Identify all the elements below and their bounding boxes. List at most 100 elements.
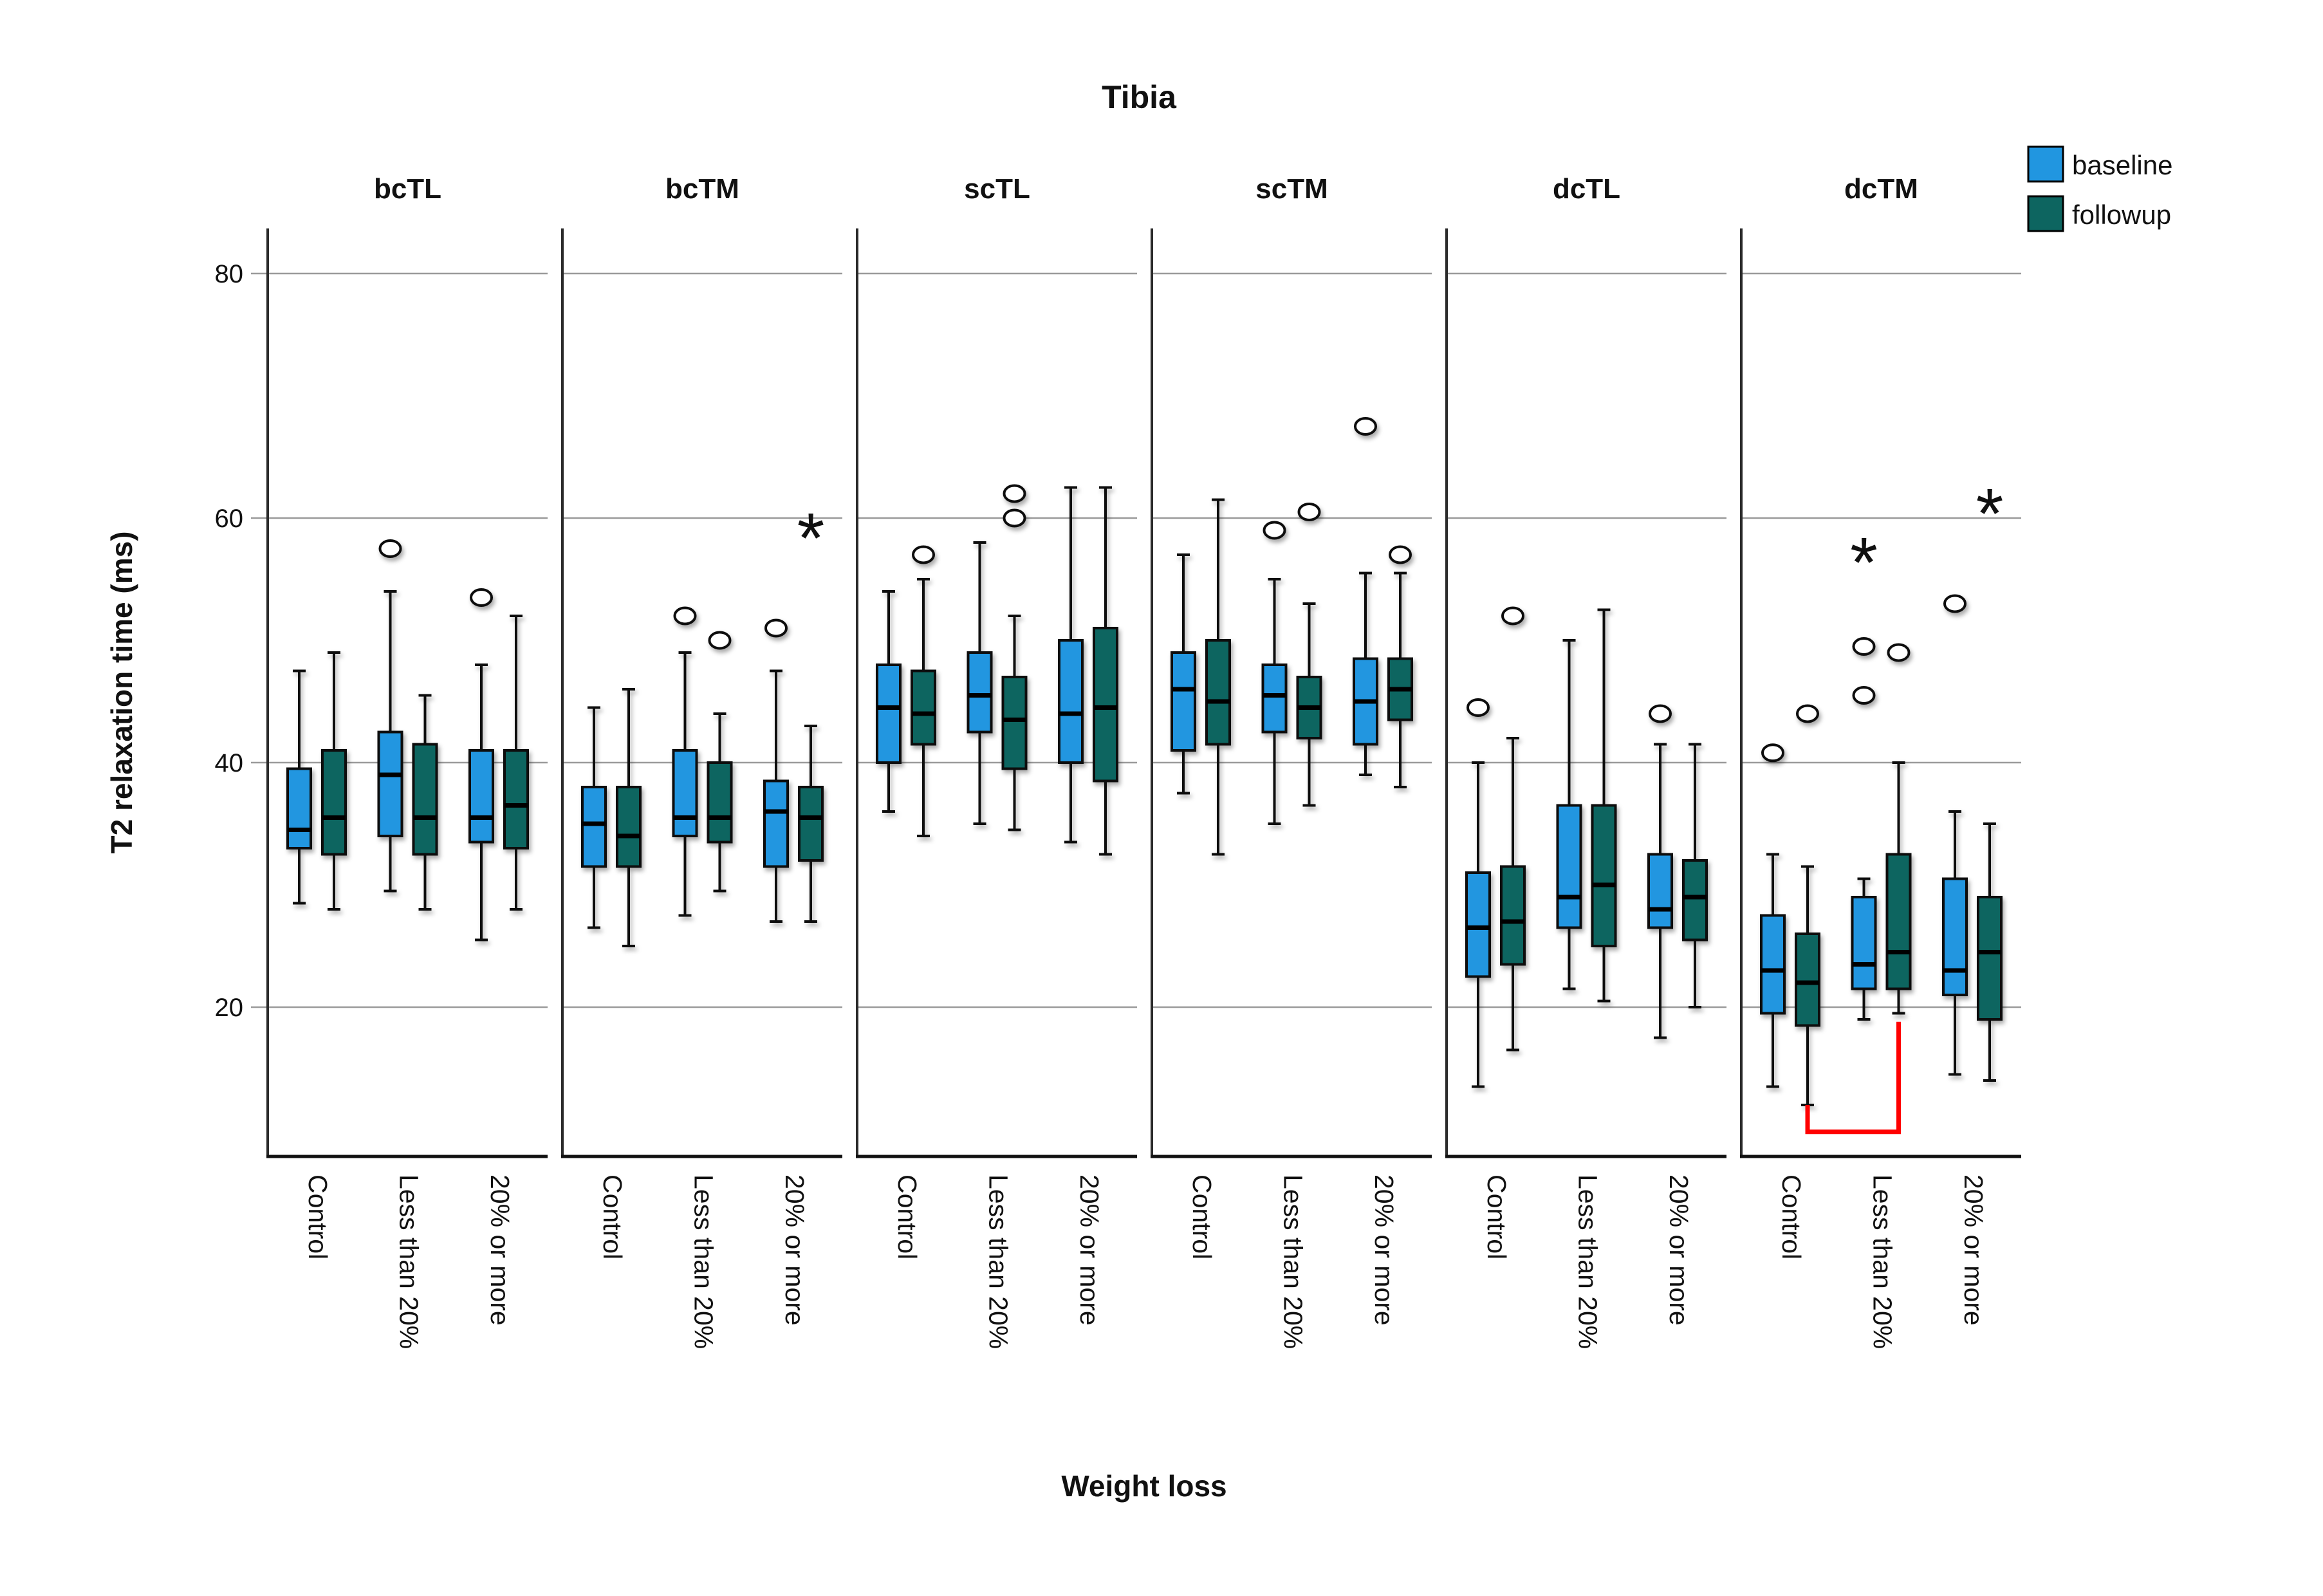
box-bctl-control-baseline [286,669,312,905]
box-dctl-less-than-20-baseline [1556,639,1582,990]
box-dctm-less-than-20-followup [1885,643,1912,1015]
box-dctm-20-or-more-baseline [1942,594,1968,1076]
panel-bctl: bcTL Control Less than 20% 20% or more [266,173,548,1349]
outlier-circle [1761,743,1784,763]
y-axis-label: T2 relaxation time (ms) [105,531,138,853]
box-dctl-less-than-20-followup [1591,608,1617,1003]
outlier-circle [378,539,402,558]
x-tick-label: 20% or more [780,1174,810,1326]
legend-label: followup [2072,200,2171,230]
iqr-box [1795,933,1820,1027]
x-tick-label: 20% or more [1369,1174,1399,1326]
box-bctm-control-followup [616,688,642,947]
legend: baseline followup [2027,145,2172,232]
box-dctl-20-or-more-followup [1682,743,1708,1008]
panel-bctm: bcTM Control Less than 20% 20% or more * [561,173,842,1349]
iqr-box [1977,896,2003,1021]
x-tick-label: Less than 20% [689,1174,719,1349]
x-tick-label: Less than 20% [1279,1174,1308,1349]
iqr-box [1851,896,1877,990]
x-tick-label: Less than 20% [1868,1174,1898,1349]
iqr-box [1500,865,1526,966]
panel-header: scTL [964,173,1030,205]
panel-header: dcTL [1553,173,1620,205]
iqr-box [1682,859,1708,942]
box-sctm-20-or-more-baseline [1353,417,1378,776]
outlier-circle [1389,545,1412,564]
iqr-box [581,786,607,868]
iqr-box [967,651,993,734]
box-bctl-less-than-20-baseline [377,539,403,893]
significance-bracket [1805,1021,1901,1135]
chart-title: Tibia [1102,79,1177,115]
iqr-box [798,786,824,862]
box-sctl-control-followup [911,545,936,837]
outlier-circle [1354,417,1377,436]
box-sctm-20-or-more-followup [1387,545,1413,788]
x-tick-label: 20% or more [1664,1174,1694,1326]
x-tick-label: Control [1187,1174,1217,1259]
panel-sctl: scTL Control Less than 20% 20% or more [856,173,1137,1349]
x-tick-label: Control [598,1174,627,1259]
iqr-box [911,669,936,746]
iqr-box [1093,627,1118,783]
box-bctm-less-than-20-baseline [672,606,698,917]
iqr-box [1465,871,1491,978]
x-tick-label: 20% or more [485,1174,515,1326]
iqr-box [763,779,789,868]
x-axis-label: Weight loss [1061,1469,1226,1503]
iqr-box [616,786,642,868]
x-tick-label: Control [893,1174,922,1259]
panel-sctm: scTM Control Less than 20% 20% or more [1151,173,1432,1349]
outlier-circle [1003,508,1026,528]
box-bctm-less-than-20-followup [707,631,733,893]
y-tick-label: 20 [215,994,244,1022]
x-tick-label: Less than 20% [394,1174,424,1349]
box-dctm-20-or-more-followup [1977,822,2003,1082]
legend-item-followup: followup [2027,195,2171,232]
x-tick-label: 20% or more [1959,1174,1988,1326]
iqr-box [1556,804,1582,929]
extreme-asterisk: * [1976,474,2004,553]
panel-header: bcTL [374,173,441,205]
iqr-box [1942,877,1968,996]
box-dctl-20-or-more-baseline [1647,704,1673,1039]
iqr-box [1171,651,1196,752]
box-bctm-20-or-more-baseline [763,618,789,923]
outlier-circle [470,588,493,607]
iqr-box [1591,804,1617,947]
iqr-box [1885,853,1912,990]
box-sctl-20-or-more-baseline [1058,486,1084,844]
outlier-circle [1649,704,1672,723]
y-tick-label: 60 [215,505,244,533]
box-sctm-control-followup [1205,498,1231,856]
box-sctl-20-or-more-followup [1093,486,1118,856]
x-tick-label: Less than 20% [1573,1174,1603,1349]
box-sctl-less-than-20-followup [1001,484,1028,831]
outlier-circle [1003,484,1026,503]
iqr-box [468,749,494,844]
iqr-box [1001,676,1028,770]
outlier-circle [1467,698,1490,717]
box-bctm-20-or-more-followup [798,725,824,923]
box-dctl-control-followup [1500,606,1526,1052]
box-bctl-20-or-more-baseline [468,588,494,942]
outlier-circle [1943,594,1967,613]
outlier-circle [1887,643,1911,662]
box-bctl-less-than-20-followup [412,694,438,911]
iqr-box [1760,914,1786,1015]
box-dctm-control-baseline [1760,743,1786,1088]
x-tick-label: Control [303,1174,333,1259]
panel-header: scTM [1255,173,1328,205]
iqr-box [1205,639,1231,746]
legend-swatch-baseline [2027,145,2064,183]
iqr-box [707,761,733,844]
y-tick-label: 40 [215,749,244,777]
box-bctm-control-baseline [581,706,607,929]
x-tick-label: Control [1482,1174,1512,1259]
x-tick-label: Control [1777,1174,1806,1259]
outlier-circle [708,631,732,650]
